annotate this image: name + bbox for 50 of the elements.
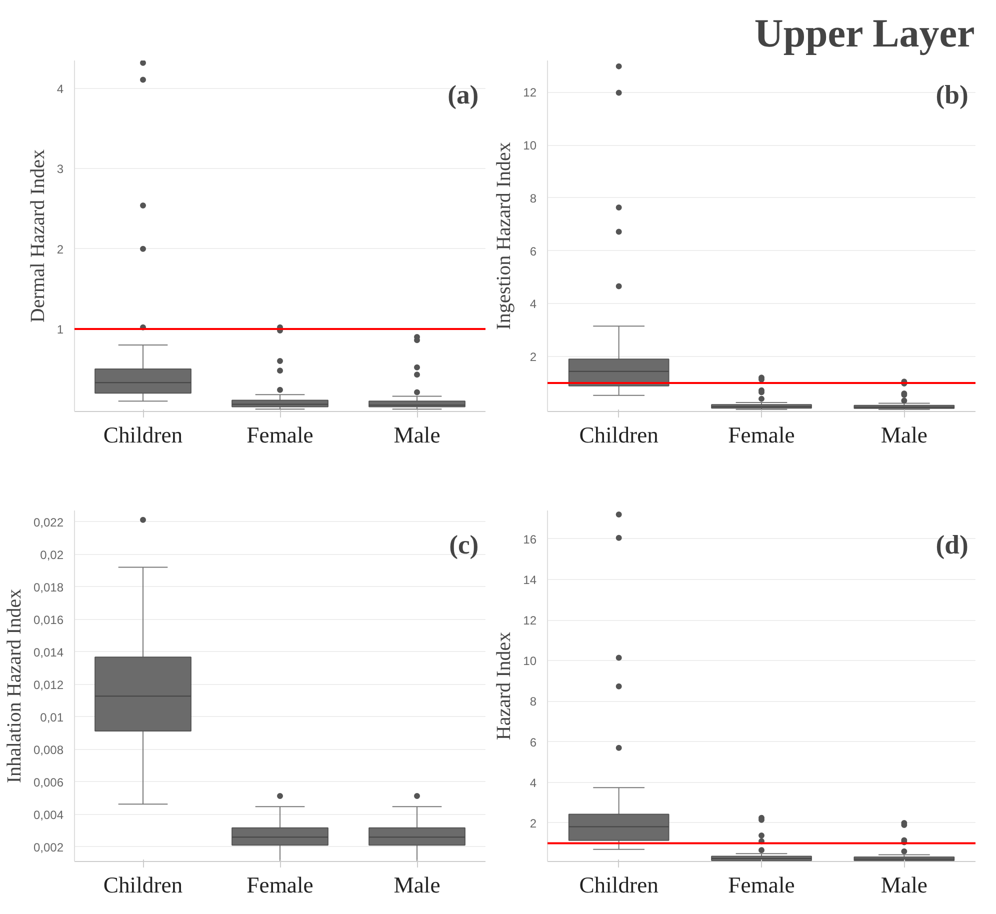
- y-tick-label: 0,016: [33, 612, 64, 627]
- x-tick-label: Female: [246, 422, 314, 448]
- y-axis-title: Inhalation Hazard Index: [3, 588, 26, 784]
- y-tick-label: 10: [523, 138, 537, 153]
- y-tick-label: 6: [530, 735, 537, 750]
- y-tick-label: 0,002: [33, 840, 64, 854]
- y-tick-label: 12: [523, 614, 537, 628]
- y-tick-label: 0,02: [40, 548, 64, 562]
- x-tick-label: Male: [880, 872, 928, 898]
- y-tick-label: 10: [523, 654, 537, 668]
- annotation: (b): [936, 80, 968, 110]
- y-axis-title: Ingestion Hazard Index: [493, 142, 516, 330]
- x-tick-label: Male: [394, 422, 440, 448]
- annotation: (c): [449, 530, 479, 560]
- y-tick-label: 12: [523, 86, 537, 100]
- x-tick-label: Children: [579, 422, 658, 448]
- y-tick-label: 0,006: [33, 775, 64, 790]
- y-tick-label: 8: [530, 694, 537, 709]
- y-tick-label: 14: [523, 572, 537, 587]
- y-tick-label: 16: [523, 532, 537, 546]
- y-tick-label: 0,004: [33, 808, 64, 822]
- y-tick-label: 2: [530, 350, 537, 364]
- annotation: (d): [936, 530, 968, 560]
- y-tick-label: 0,012: [33, 678, 64, 692]
- x-tick-label: Female: [728, 872, 795, 898]
- x-tick-label: Children: [579, 872, 658, 898]
- y-tick-label: 6: [530, 244, 537, 258]
- y-tick-label: 0,022: [33, 515, 64, 530]
- y-tick-label: 4: [530, 297, 537, 312]
- y-tick-label: 2: [56, 242, 64, 256]
- y-tick-label: 0,01: [40, 710, 64, 724]
- y-tick-label: 4: [530, 776, 537, 790]
- x-tick-label: Female: [728, 422, 795, 448]
- y-tick-label: 3: [56, 162, 64, 176]
- x-tick-label: Children: [103, 422, 183, 448]
- y-tick-label: 4: [56, 82, 64, 96]
- x-tick-label: Male: [394, 872, 440, 898]
- y-axis-title: Dermal Hazard Index: [26, 149, 49, 323]
- y-tick-label: 0,018: [33, 580, 64, 594]
- chart-title: Upper Layer: [754, 10, 975, 56]
- x-tick-label: Female: [246, 872, 314, 898]
- y-tick-label: 0,014: [33, 645, 64, 660]
- y-tick-label: 2: [530, 816, 537, 830]
- y-tick-label: 1: [56, 322, 64, 336]
- x-tick-label: Children: [103, 872, 183, 898]
- y-tick-label: 8: [530, 191, 537, 206]
- y-tick-label: 0,008: [33, 742, 64, 757]
- x-tick-label: Male: [880, 422, 928, 448]
- annotation: (a): [448, 80, 479, 110]
- y-axis-title: Hazard Index: [493, 632, 516, 740]
